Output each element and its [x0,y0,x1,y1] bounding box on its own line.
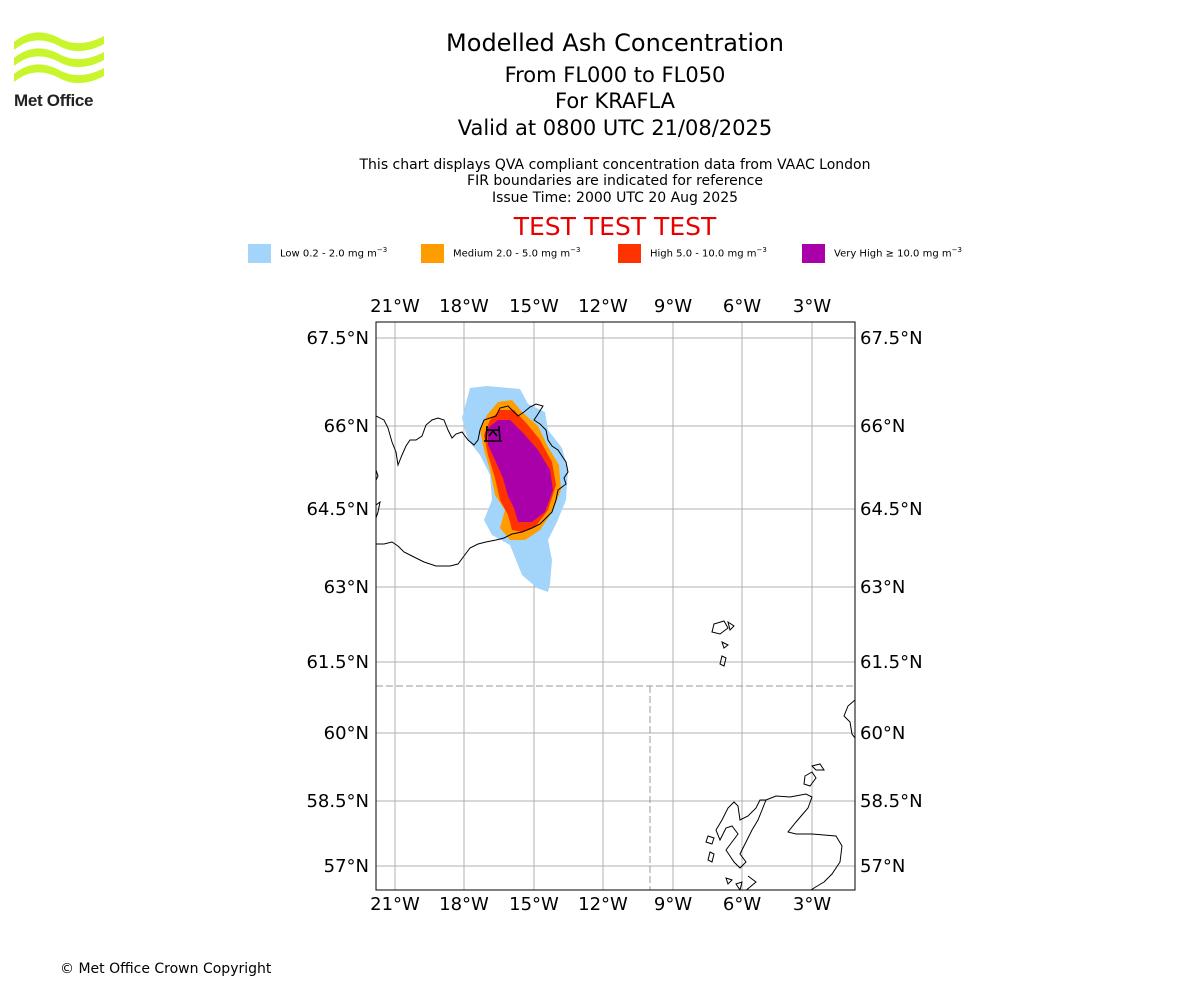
lat-tick-label: 58.5°N [860,791,923,812]
lon-tick-label: 21°W [370,894,420,915]
lat-tick-label: 66°N [324,416,369,437]
legend-swatch [421,244,444,263]
lon-tick-label: 12°W [578,894,628,915]
lat-tick-label: 61.5°N [306,652,369,673]
chart-title: Modelled Ash Concentration [446,29,784,57]
iceland-coastline [376,403,569,567]
lat-tick-label: 64.5°N [860,499,923,520]
iceland-west-fjords [376,469,381,519]
volcano-name: For KRAFLA [555,89,675,113]
lat-tick-label: 58.5°N [306,791,369,812]
met-office-logo [14,32,104,84]
lon-tick-label: 6°W [723,894,761,915]
legend-label: High 5.0 - 10.0 mg m [650,248,757,260]
lon-tick-label: 6°W [723,296,761,317]
lon-tick-label: 12°W [578,296,628,317]
flight-levels: From FL000 to FL050 [504,63,726,87]
subtitle-line: This chart displays QVA compliant concen… [359,157,871,173]
test-banner: TEST TEST TEST [513,212,717,241]
shetland-coastline [843,699,855,739]
legend-label: Medium 2.0 - 5.0 mg m [453,248,571,260]
lat-tick-label: 57°N [860,856,905,877]
lon-tick-label: 18°W [439,296,489,317]
lat-tick-label: 60°N [324,723,369,744]
lon-tick-label: 9°W [654,296,692,317]
map-frame [375,321,856,891]
lon-tick-label: 15°W [509,894,559,915]
legend-swatch [618,244,641,263]
orkney-islands [803,763,825,787]
ash-very-high-area [488,420,553,522]
lon-tick-label: 21°W [370,296,420,317]
lat-tick-label: 64.5°N [306,499,369,520]
legend-label: Very High ≥ 10.0 mg m [834,248,952,260]
lat-tick-label: 63°N [324,577,369,598]
lat-tick-label: 61.5°N [860,652,923,673]
lat-tick-label: 60°N [860,723,905,744]
lat-tick-label: 66°N [860,416,905,437]
legend-label: Low 0.2 - 2.0 mg m [280,248,377,260]
hebrides-islands [705,835,743,890]
valid-time: Valid at 0800 UTC 21/08/2025 [457,116,773,140]
lon-tick-label: 3°W [793,894,831,915]
copyright-notice: © Met Office Crown Copyright [60,961,272,977]
legend-swatch [248,244,271,263]
faroe-islands [711,620,735,667]
scotland-coastline [715,793,843,890]
legend-swatch [802,244,825,263]
lat-tick-label: 67.5°N [860,328,923,349]
gridlines [376,322,855,890]
lat-tick-label: 67.5°N [306,328,369,349]
subtitle-line: FIR boundaries are indicated for referen… [467,173,763,189]
fir-boundaries [376,685,855,890]
logo-text: Met Office [14,91,94,110]
lat-tick-label: 63°N [860,577,905,598]
lat-tick-label: 57°N [324,856,369,877]
volcano-marker [484,425,502,442]
lon-tick-label: 18°W [439,894,489,915]
subtitle-line: Issue Time: 2000 UTC 20 Aug 2025 [491,190,739,206]
lon-tick-label: 3°W [793,296,831,317]
lon-tick-label: 9°W [654,894,692,915]
lon-tick-label: 15°W [509,296,559,317]
